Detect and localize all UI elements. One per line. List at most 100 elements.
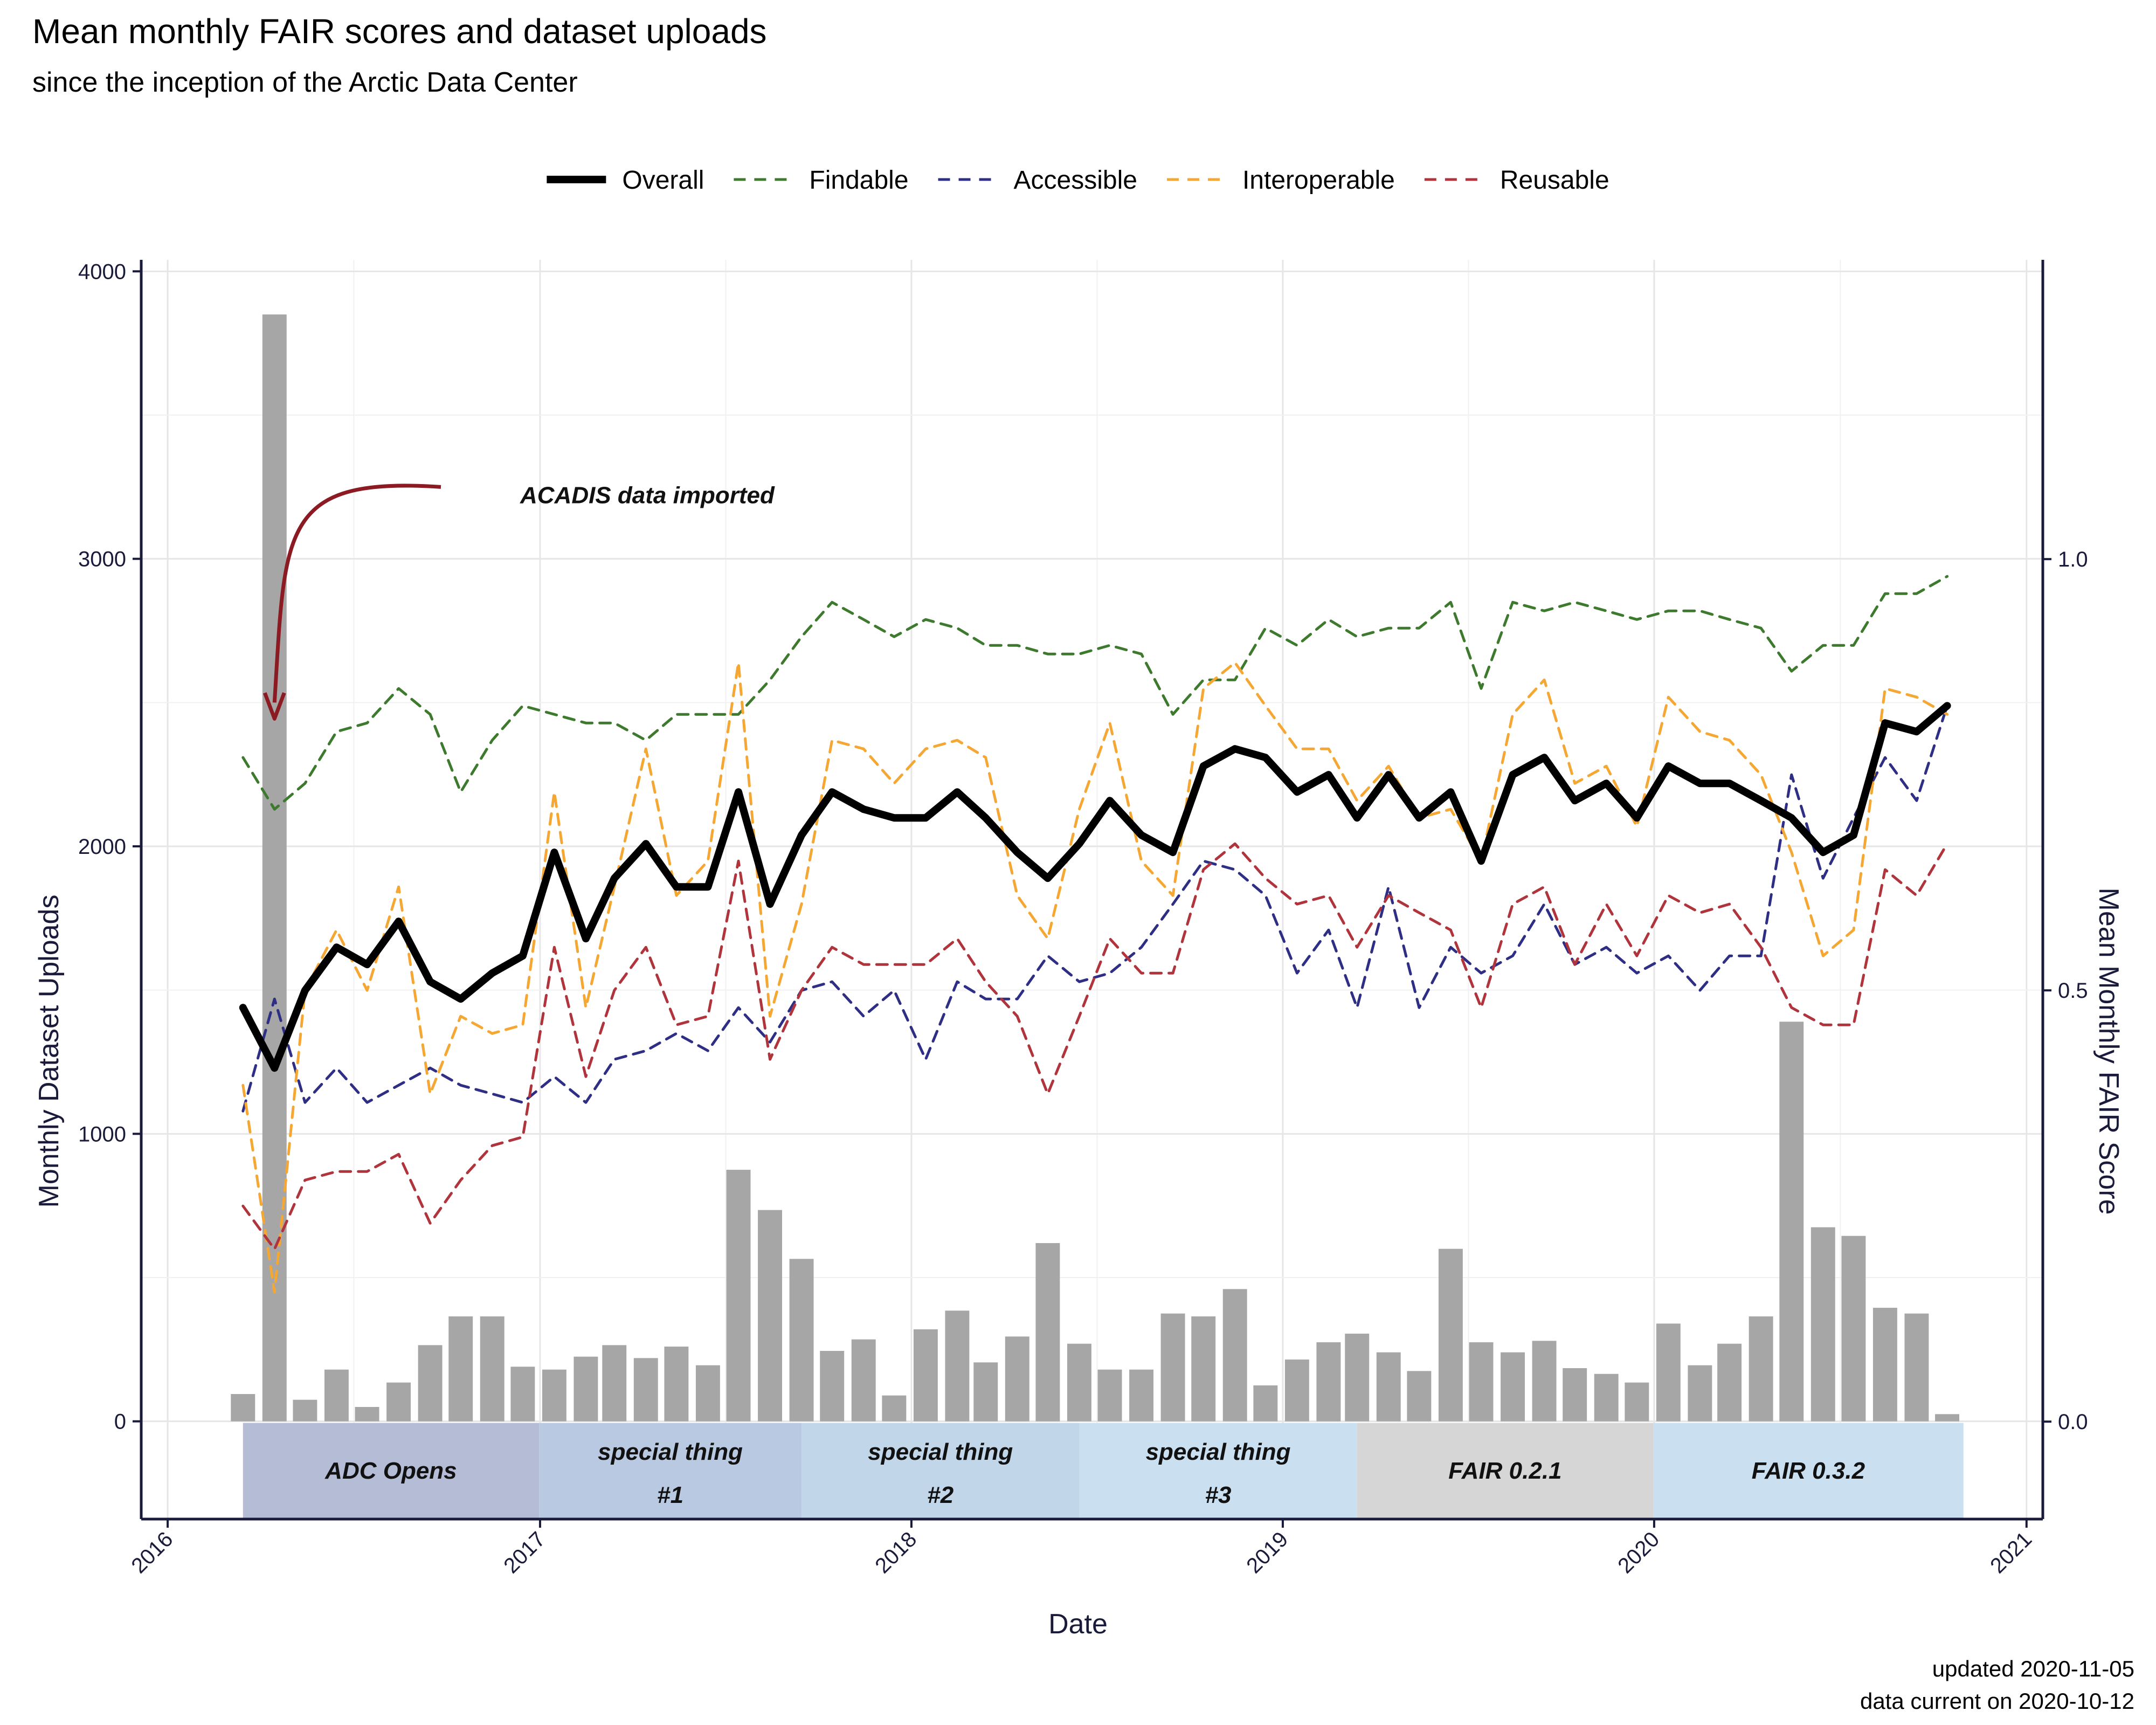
upload-bar — [1191, 1316, 1216, 1422]
upload-bar — [758, 1210, 783, 1422]
upload-bar — [1438, 1248, 1463, 1422]
x-tick-label: 2021 — [1986, 1527, 2036, 1578]
upload-bar — [1345, 1334, 1370, 1422]
upload-bar — [418, 1345, 443, 1422]
grid-lines — [141, 260, 2043, 1519]
phase-band — [801, 1423, 1080, 1518]
upload-bar — [633, 1358, 658, 1422]
phase-label: #3 — [1205, 1482, 1232, 1508]
phase-label: special thing — [868, 1439, 1013, 1465]
upload-bar — [324, 1369, 349, 1422]
upload-bar — [973, 1362, 998, 1422]
upload-bar — [820, 1351, 845, 1422]
x-tick-label: 2019 — [1242, 1527, 1293, 1578]
upload-bar — [1688, 1365, 1712, 1422]
upload-bar — [1160, 1313, 1185, 1422]
upload-bar — [1407, 1371, 1432, 1422]
series-line-overall — [239, 702, 1951, 1072]
upload-bar — [1222, 1289, 1247, 1422]
upload-bar — [1625, 1382, 1649, 1422]
upload-bar — [1005, 1336, 1029, 1422]
plot-background — [141, 260, 2043, 1519]
x-tick-label: 2016 — [127, 1527, 177, 1578]
annotation: ACADIS data imported — [263, 482, 775, 721]
upload-bar — [602, 1345, 627, 1422]
upload-bar — [1872, 1308, 1897, 1422]
upload-bar — [1935, 1414, 1960, 1422]
upload-bar — [1129, 1369, 1154, 1422]
upload-bar — [1717, 1343, 1742, 1422]
upload-bar — [945, 1310, 970, 1422]
upload-bar — [1067, 1343, 1091, 1422]
phase-label: FAIR 0.3.2 — [1752, 1458, 1865, 1484]
annotation-label: ACADIS data imported — [520, 482, 775, 508]
series-line-interoperable — [241, 661, 1949, 1294]
upload-bar — [386, 1382, 411, 1422]
upload-bar — [1253, 1385, 1278, 1422]
upload-bar — [510, 1367, 535, 1422]
y-tick-left-label: 0 — [114, 1410, 126, 1434]
upload-bar — [1501, 1352, 1525, 1422]
upload-bar — [573, 1356, 598, 1422]
y-tick-right-label: 0.0 — [2058, 1410, 2088, 1434]
upload-bar — [262, 314, 287, 1422]
phase-band — [1653, 1423, 1964, 1518]
upload-bar — [293, 1399, 317, 1422]
phase-band — [1357, 1423, 1654, 1518]
y-axis-right-title: Mean Monthly FAIR Score — [2093, 888, 2124, 1215]
series-line-reusable — [241, 842, 1949, 1251]
upload-bar — [1656, 1323, 1681, 1422]
chart-subtitle: since the inception of the Arctic Data C… — [32, 67, 578, 98]
y-tick-left-label: 1000 — [78, 1122, 126, 1146]
fair-lines — [239, 575, 1951, 1294]
upload-bar — [913, 1329, 938, 1422]
legend-label-reusable: Reusable — [1500, 166, 1609, 195]
upload-bar — [851, 1339, 876, 1422]
y-tick-right-label: 0.5 — [2058, 979, 2088, 1003]
footer-current: data current on 2020-10-12 — [1860, 1688, 2134, 1714]
chart-title: Mean monthly FAIR scores and dataset upl… — [32, 12, 767, 51]
phase-label: #2 — [927, 1482, 953, 1508]
upload-bar — [1779, 1022, 1804, 1422]
upload-bar — [1532, 1341, 1557, 1422]
upload-bar — [1316, 1342, 1341, 1422]
phase-label: ADC Opens — [324, 1458, 457, 1484]
upload-bar — [789, 1259, 814, 1422]
upload-bar — [542, 1369, 566, 1422]
phase-band — [243, 1423, 540, 1518]
upload-bar — [1749, 1316, 1773, 1422]
phase-band — [539, 1423, 802, 1518]
upload-bar — [1035, 1243, 1060, 1422]
legend-label-accessible: Accessible — [1014, 166, 1137, 195]
legend-label-interoperable: Interoperable — [1242, 166, 1395, 195]
y-tick-right-label: 1.0 — [2058, 548, 2088, 571]
y-tick-left-label: 4000 — [78, 260, 126, 284]
upload-bar — [1284, 1360, 1309, 1422]
annotation-arrow — [272, 484, 441, 703]
y-tick-left-label: 2000 — [78, 835, 126, 859]
phase-label: special thing — [1146, 1439, 1291, 1465]
upload-bar — [1594, 1374, 1619, 1422]
phase-bands: ADC Opens special thing #1 special thing #2 s… — [243, 1423, 1964, 1518]
upload-bar — [1563, 1368, 1587, 1422]
upload-bar — [1904, 1313, 1929, 1422]
upload-bar — [1376, 1352, 1401, 1422]
x-axis-title: Date — [1048, 1609, 1108, 1640]
upload-bar — [1469, 1342, 1494, 1422]
upload-bar — [355, 1407, 379, 1422]
x-tick-label: 2017 — [499, 1527, 550, 1578]
upload-bar — [231, 1394, 255, 1422]
upload-bar — [1811, 1227, 1835, 1422]
upload-bar — [726, 1170, 751, 1422]
upload-bar — [480, 1316, 505, 1422]
legend-label-findable: Findable — [809, 166, 908, 195]
phase-band — [1079, 1423, 1357, 1518]
x-tick-label: 2020 — [1613, 1527, 1664, 1578]
phase-label: #1 — [657, 1482, 683, 1508]
x-tick-label: 2018 — [870, 1527, 921, 1578]
phase-label: FAIR 0.2.1 — [1448, 1458, 1561, 1484]
upload-bar — [695, 1365, 720, 1422]
footer-updated: updated 2020-11-05 — [1932, 1656, 2134, 1681]
y-axis-left-title: Monthly Dataset Uploads — [33, 895, 65, 1208]
